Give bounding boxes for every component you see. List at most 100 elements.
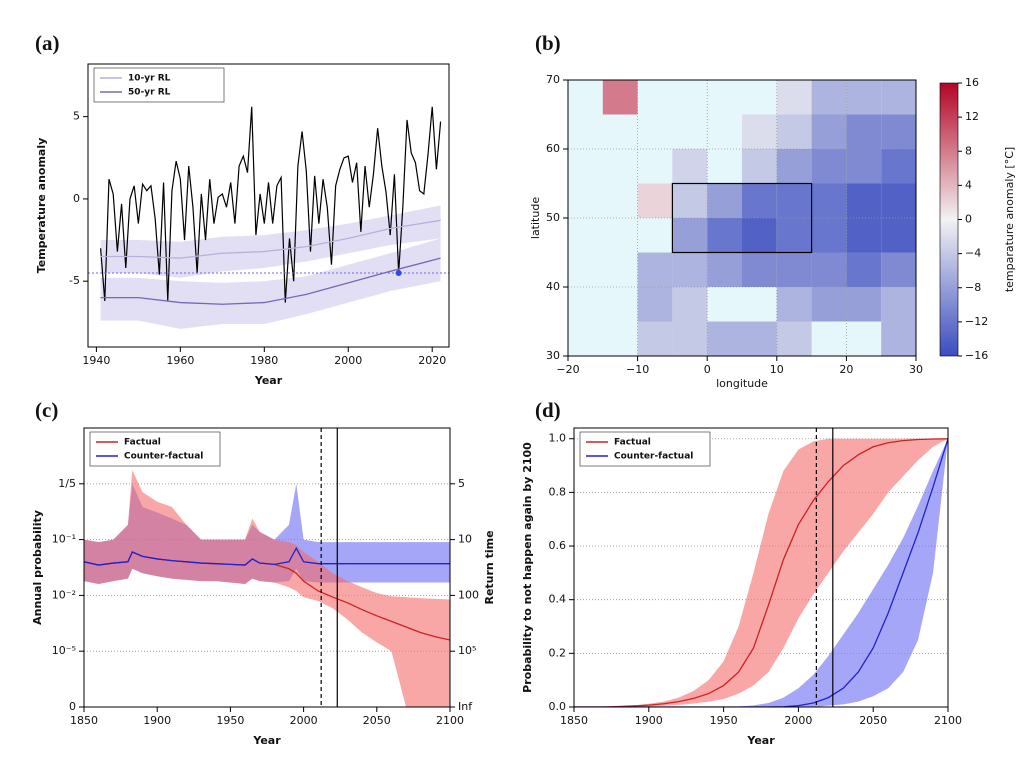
- y-tick-label: 60: [546, 142, 560, 155]
- y-tick-label: 10⁻⁵: [52, 644, 76, 657]
- map-cell: [602, 80, 638, 115]
- map-cell: [707, 321, 742, 356]
- map-cell: [811, 218, 847, 253]
- map-cell: [881, 287, 916, 322]
- map-cell: [881, 149, 916, 184]
- plot-area: [84, 428, 450, 707]
- map-cell: [776, 183, 812, 218]
- panel-label: (b): [535, 31, 561, 55]
- map-cell: [742, 321, 777, 356]
- map-cell: [811, 183, 847, 218]
- legend-label: Counter-factual: [614, 452, 693, 462]
- map-cell: [742, 218, 777, 253]
- map-cell: [846, 218, 882, 253]
- y2-tick-label: Inf: [458, 700, 473, 713]
- map-cell: [881, 80, 916, 115]
- y-axis-label: latitude: [529, 197, 542, 239]
- colorbar-tick-label: 12: [965, 110, 979, 123]
- x-tick-label: 2000: [334, 354, 362, 367]
- confidence-band: [574, 438, 948, 707]
- x-axis-label: Year: [252, 734, 281, 747]
- legend-label: 50-yr RL: [128, 88, 171, 98]
- map-cell: [776, 80, 812, 115]
- colorbar-tick-label: −16: [965, 349, 988, 362]
- map-cell: [881, 321, 916, 356]
- event-point: [395, 269, 402, 276]
- map-cell: [672, 183, 708, 218]
- map-cell: [637, 287, 673, 322]
- colorbar-tick-label: 8: [965, 144, 972, 157]
- plot-frame: [87, 63, 450, 348]
- x-tick-label: 2050: [859, 714, 887, 727]
- legend-label: 10-yr RL: [128, 74, 171, 84]
- confidence-band: [574, 438, 948, 707]
- y-tick-label: 70: [546, 73, 560, 86]
- legend-box: [89, 431, 221, 467]
- plot-area: [574, 428, 948, 707]
- confidence-band: [100, 238, 441, 329]
- colorbar-tick-label: −12: [965, 315, 988, 328]
- panel-label: (d): [535, 398, 561, 422]
- map-cell: [776, 149, 812, 184]
- y-axis-label: Probability to not happen again by 2100: [521, 442, 534, 693]
- x-tick-label: −20: [556, 363, 579, 376]
- map-cell: [846, 183, 882, 218]
- legend-box: [579, 431, 711, 467]
- colorbar: [939, 82, 959, 357]
- x-axis-label: Year: [746, 734, 775, 747]
- map-cell: [811, 287, 847, 322]
- map-cell: [742, 252, 777, 287]
- data-line: [100, 219, 441, 259]
- y-tick-label: 0.8: [549, 485, 567, 498]
- map-cell: [811, 114, 847, 149]
- colorbar-tick-label: 4: [965, 178, 972, 191]
- map-cell: [776, 287, 812, 322]
- map-cell: [846, 149, 882, 184]
- y2-tick-label: 10⁵: [458, 644, 476, 657]
- map-cell: [707, 252, 742, 287]
- x-tick-label: 30: [909, 363, 923, 376]
- map-cell: [811, 252, 847, 287]
- colorbar-label: temparature anomaly [°C]: [1003, 147, 1016, 292]
- map-cell: [637, 183, 673, 218]
- colorbar-tick-label: 0: [965, 213, 972, 226]
- x-tick-label: 2050: [363, 714, 391, 727]
- map-cell: [846, 80, 882, 115]
- y-tick-label: -5: [69, 274, 80, 287]
- map-cell: [776, 252, 812, 287]
- map-cell: [672, 321, 708, 356]
- x-tick-label: 2100: [436, 714, 464, 727]
- confidence-band: [84, 470, 450, 707]
- y2-tick-label: 10: [458, 533, 472, 546]
- colorbar-tick-label: −4: [965, 247, 981, 260]
- x-tick-label: 2000: [290, 714, 318, 727]
- colorbar-tick-label: 16: [965, 76, 979, 89]
- y-tick-label: 0: [69, 700, 76, 713]
- y-tick-label: 5: [73, 110, 80, 123]
- map-cell: [776, 218, 812, 253]
- map-cell: [881, 218, 916, 253]
- map-cell: [672, 149, 708, 184]
- legend-box: [93, 67, 225, 103]
- map-cell: [846, 287, 882, 322]
- map-cell: [881, 252, 916, 287]
- x-axis-label: longitude: [716, 377, 768, 390]
- map-cell: [776, 321, 812, 356]
- x-tick-label: 0: [704, 363, 711, 376]
- legend-label: Counter-factual: [124, 452, 203, 462]
- data-line: [84, 546, 450, 566]
- x-tick-label: 20: [839, 363, 853, 376]
- x-tick-label: 1980: [250, 354, 278, 367]
- map-cell: [707, 183, 742, 218]
- x-tick-label: 2020: [418, 354, 446, 367]
- map-cell: [846, 252, 882, 287]
- x-axis-label: Year: [254, 374, 283, 387]
- data-line: [99, 106, 442, 303]
- y-tick-label: 40: [546, 280, 560, 293]
- y-axis-label: Annual probability: [31, 510, 44, 625]
- map-cell: [672, 287, 708, 322]
- data-line: [574, 438, 948, 707]
- panel-label: (a): [35, 31, 60, 55]
- plot-frame: [573, 427, 949, 708]
